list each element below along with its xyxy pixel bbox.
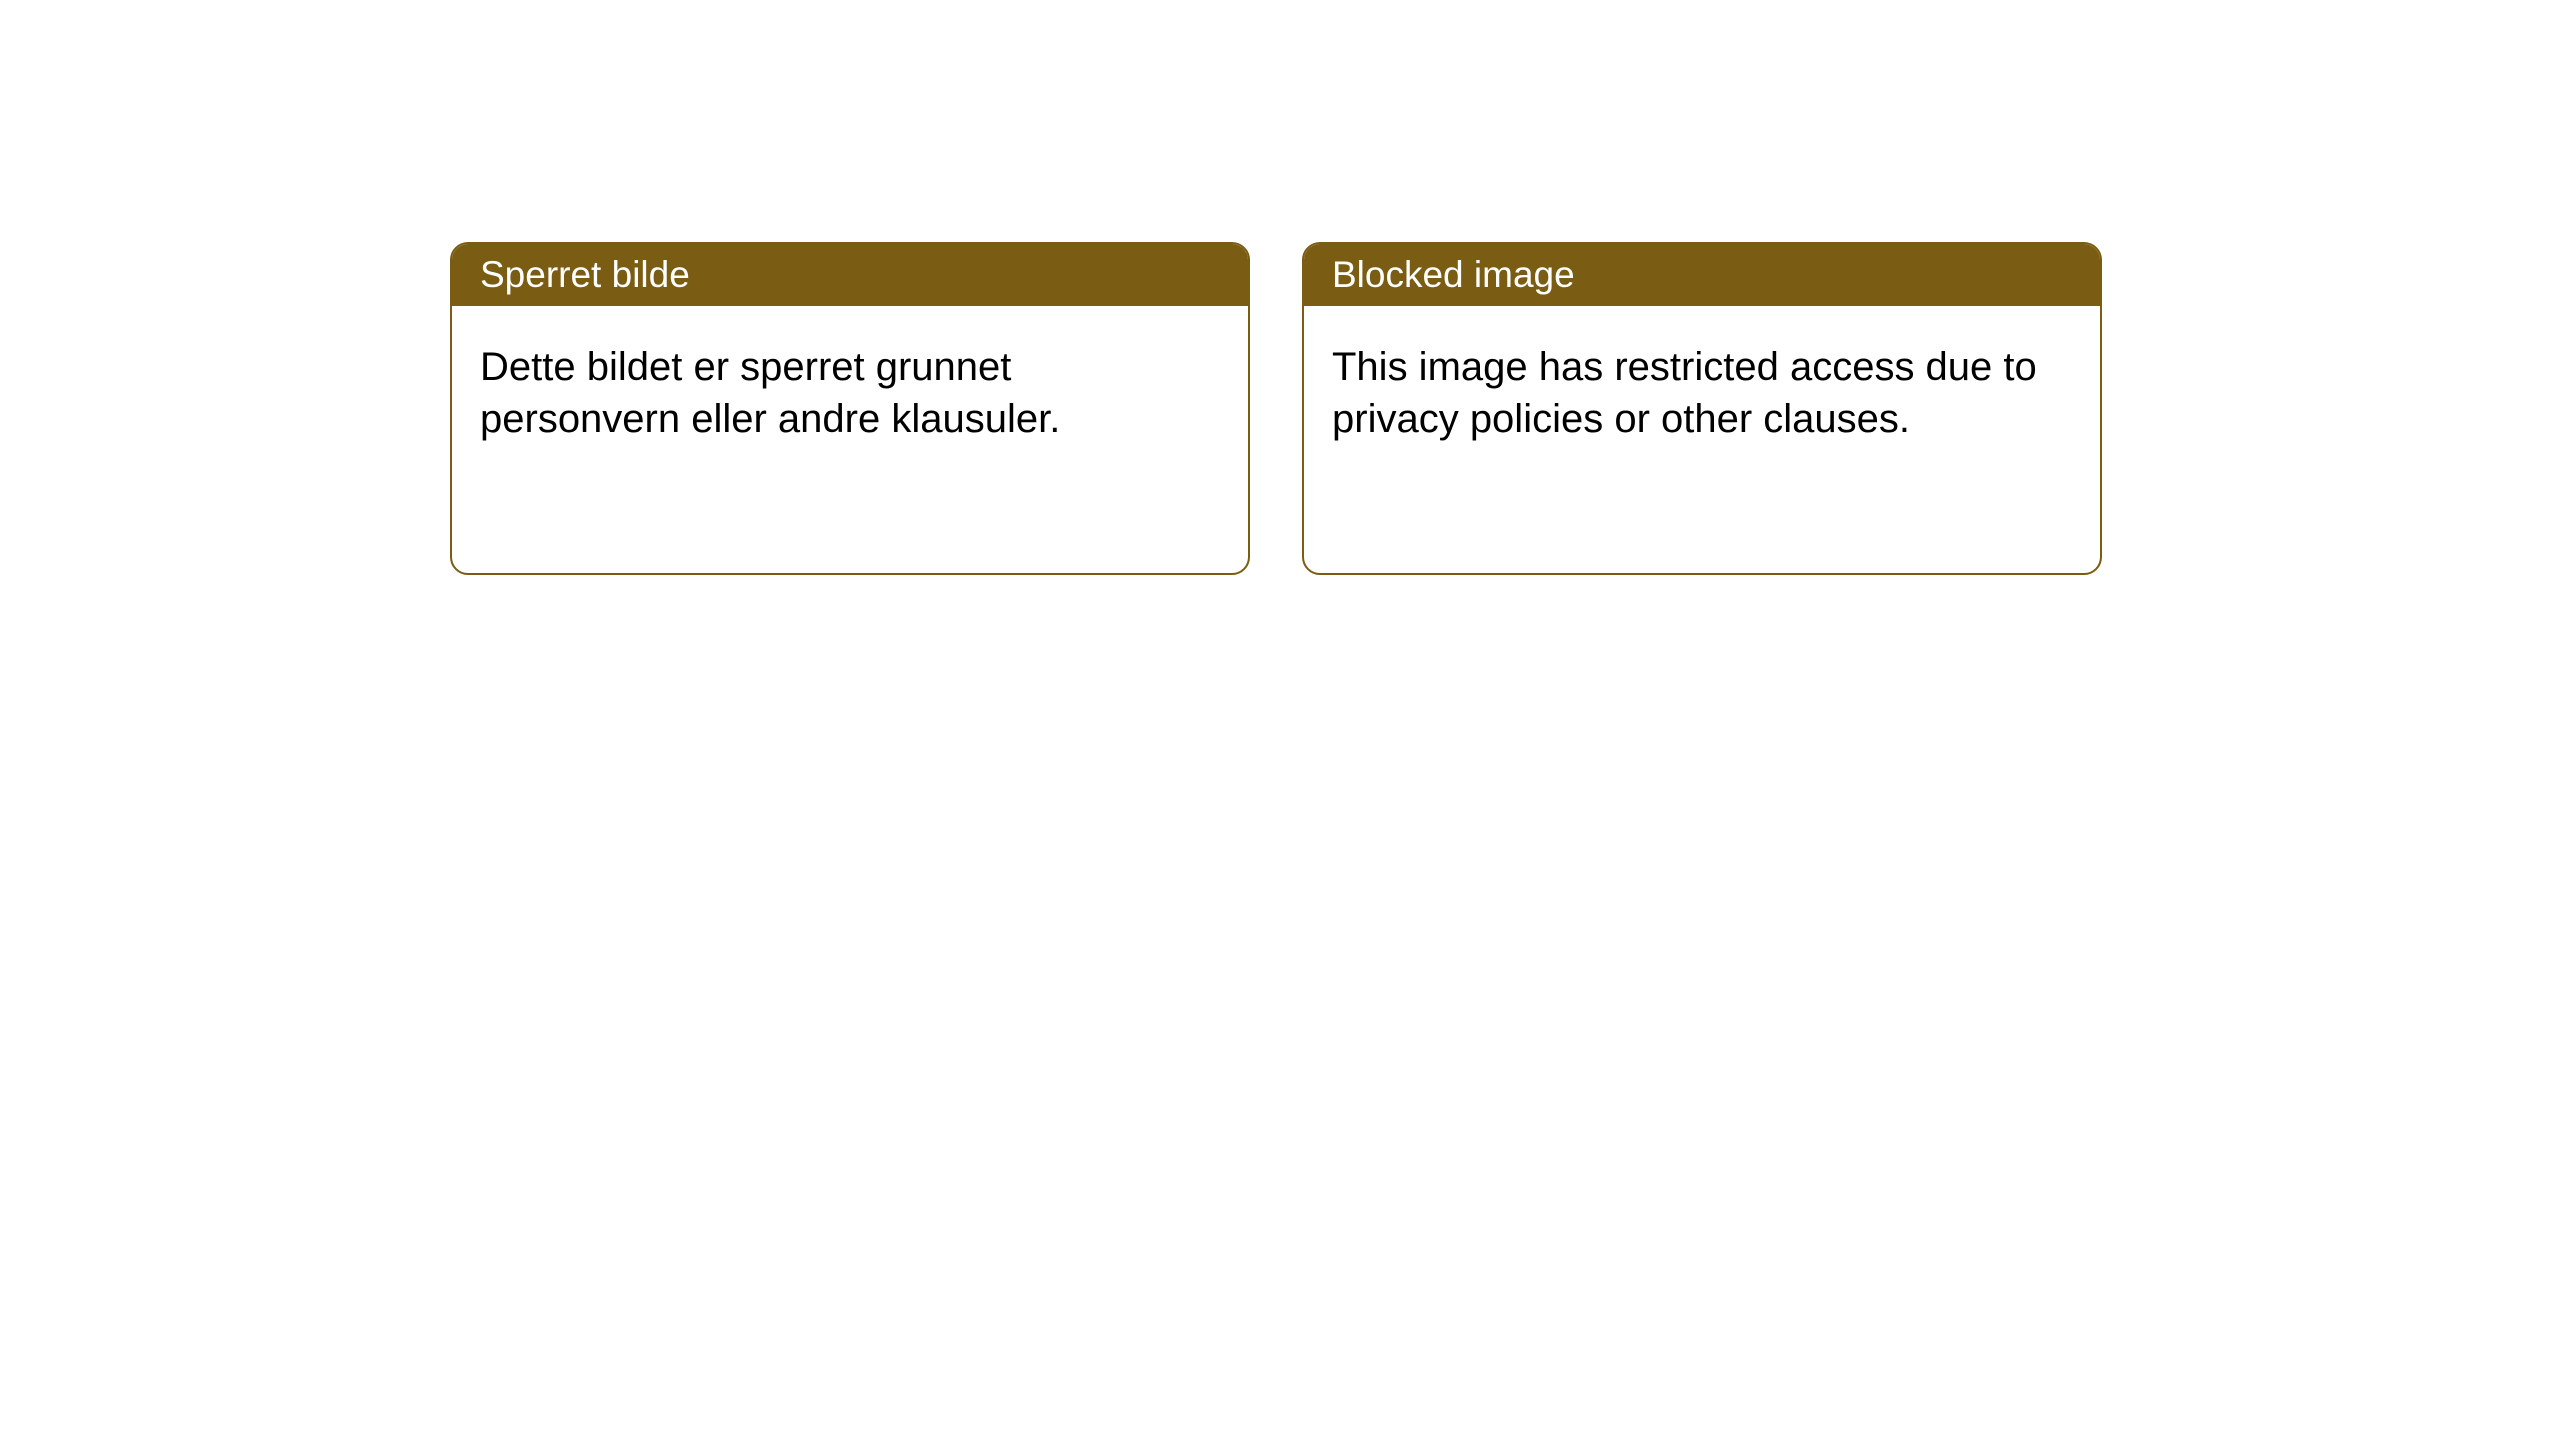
notice-header: Sperret bilde	[452, 244, 1248, 306]
notice-box-english: Blocked image This image has restricted …	[1302, 242, 2102, 575]
notice-box-norwegian: Sperret bilde Dette bildet er sperret gr…	[450, 242, 1250, 575]
notice-text: This image has restricted access due to …	[1332, 345, 2037, 441]
notice-body: Dette bildet er sperret grunnet personve…	[452, 306, 1248, 480]
notice-header: Blocked image	[1304, 244, 2100, 306]
notice-text: Dette bildet er sperret grunnet personve…	[480, 345, 1060, 441]
notice-body: This image has restricted access due to …	[1304, 306, 2100, 480]
notice-title: Sperret bilde	[480, 254, 690, 295]
notice-title: Blocked image	[1332, 254, 1575, 295]
notice-container: Sperret bilde Dette bildet er sperret gr…	[450, 242, 2102, 575]
